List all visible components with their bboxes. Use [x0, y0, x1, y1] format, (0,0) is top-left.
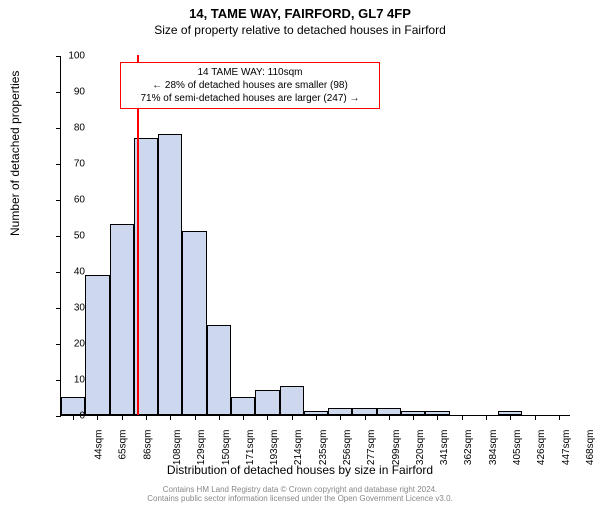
footer-line: Contains HM Land Registry data © Crown c… — [0, 485, 600, 495]
xtick-label: 384sqm — [488, 430, 499, 466]
xtick-label: 235sqm — [318, 430, 329, 466]
histogram-bar — [377, 408, 401, 415]
chart-region: 14 TAME WAY: 110sqm ← 28% of detached ho… — [60, 56, 570, 416]
ytick-label: 90 — [55, 87, 85, 98]
xtick-label: 129sqm — [196, 430, 207, 466]
xtick-label: 299sqm — [391, 430, 402, 466]
xtick-label: 171sqm — [245, 430, 256, 466]
xtick-label: 108sqm — [172, 430, 183, 466]
xtick — [195, 415, 196, 420]
histogram-bar — [352, 408, 376, 415]
xtick — [340, 415, 341, 420]
xtick-label: 277sqm — [366, 430, 377, 466]
xtick-label: 468sqm — [585, 430, 596, 466]
annotation-line: 71% of semi-detached houses are larger (… — [127, 92, 373, 105]
xtick — [146, 415, 147, 420]
histogram-bar — [280, 386, 304, 415]
xtick — [122, 415, 123, 420]
xtick-label: 320sqm — [415, 430, 426, 466]
xtick — [535, 415, 536, 420]
histogram-bar — [110, 224, 134, 415]
xtick — [462, 415, 463, 420]
xtick-label: 447sqm — [561, 430, 572, 466]
xtick-label: 362sqm — [464, 430, 475, 466]
x-axis-label: Distribution of detached houses by size … — [0, 463, 600, 477]
xtick — [97, 415, 98, 420]
xtick — [389, 415, 390, 420]
plot-area — [60, 56, 570, 416]
xtick — [243, 415, 244, 420]
chart-title: 14, TAME WAY, FAIRFORD, GL7 4FP — [0, 6, 600, 21]
footer-attribution: Contains HM Land Registry data © Crown c… — [0, 485, 600, 504]
annotation-line: 14 TAME WAY: 110sqm — [127, 66, 373, 79]
xtick — [316, 415, 317, 420]
xtick-label: 256sqm — [342, 430, 353, 466]
annotation-box: 14 TAME WAY: 110sqm ← 28% of detached ho… — [120, 62, 380, 109]
xtick — [559, 415, 560, 420]
footer-line: Contains public sector information licen… — [0, 494, 600, 504]
ytick-label: 0 — [55, 411, 85, 422]
xtick-label: 405sqm — [512, 430, 523, 466]
ytick-label: 100 — [55, 51, 85, 62]
property-marker-line — [137, 55, 139, 415]
xtick — [267, 415, 268, 420]
xtick-label: 426sqm — [536, 430, 547, 466]
xtick-label: 86sqm — [142, 430, 153, 460]
ytick-label: 60 — [55, 195, 85, 206]
histogram-bar — [158, 134, 182, 415]
histogram-bar — [328, 408, 352, 415]
xtick — [413, 415, 414, 420]
chart-subtitle: Size of property relative to detached ho… — [0, 23, 600, 37]
ytick-label: 30 — [55, 303, 85, 314]
xtick — [437, 415, 438, 420]
xtick — [219, 415, 220, 420]
ytick-label: 80 — [55, 123, 85, 134]
ytick-label: 50 — [55, 231, 85, 242]
annotation-line: ← 28% of detached houses are smaller (98… — [127, 79, 373, 92]
xtick — [486, 415, 487, 420]
histogram-bar — [207, 325, 231, 415]
xtick-label: 44sqm — [94, 430, 105, 460]
ytick-label: 10 — [55, 375, 85, 386]
histogram-bar — [85, 275, 109, 415]
xtick — [292, 415, 293, 420]
xtick — [365, 415, 366, 420]
xtick-label: 214sqm — [294, 430, 305, 466]
xtick-label: 193sqm — [269, 430, 280, 466]
xtick-label: 341sqm — [439, 430, 450, 466]
ytick-label: 40 — [55, 267, 85, 278]
ytick-label: 20 — [55, 339, 85, 350]
xtick-label: 150sqm — [221, 430, 232, 466]
xtick — [170, 415, 171, 420]
ytick-label: 70 — [55, 159, 85, 170]
xtick — [510, 415, 511, 420]
histogram-bar — [255, 390, 279, 415]
xtick-label: 65sqm — [118, 430, 129, 460]
histogram-bar — [182, 231, 206, 415]
histogram-bar — [231, 397, 255, 415]
y-axis-label: Number of detached properties — [8, 71, 22, 236]
